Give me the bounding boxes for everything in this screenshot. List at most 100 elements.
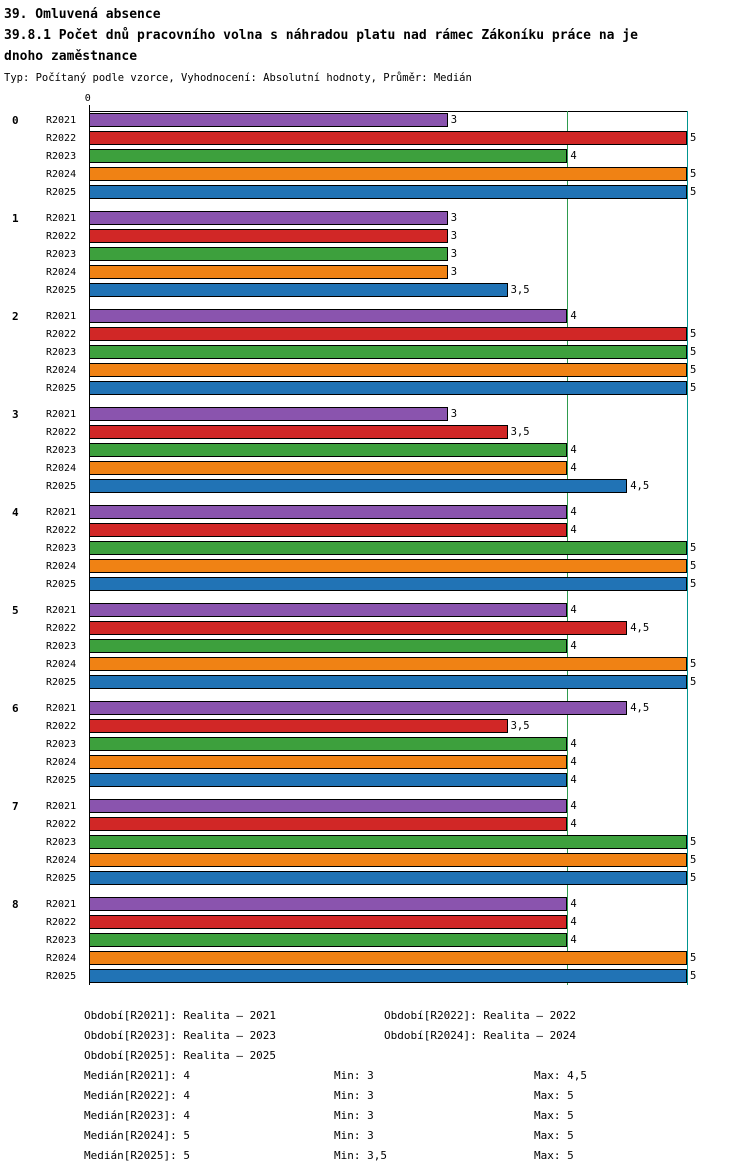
series-label: R2021 [46, 408, 77, 420]
bar-value-label: 4,5 [630, 622, 650, 634]
bar-value-label: 5 [690, 132, 697, 144]
bar-R2025 [89, 577, 687, 591]
stats-row-r2023: Medián[R2023]: 4 Min: 3 Max: 5 [84, 1105, 744, 1125]
bar-value-label: 3 [450, 266, 458, 278]
series-label: R2025 [46, 578, 77, 590]
bar-value-label: 4 [570, 640, 577, 652]
bar-row: R2022 3,5 [4, 717, 744, 735]
bar-row: R2022 4 [4, 815, 744, 833]
bar-value-label: 3 [450, 212, 458, 224]
bar-value-label: 3 [450, 408, 458, 420]
bar-R2023 [89, 443, 568, 457]
bar-R2021 [89, 505, 568, 519]
bar-value-label: 5 [690, 952, 697, 964]
bar-R2025 [89, 479, 628, 493]
bar-value-label: 4,5 [630, 702, 650, 714]
bar-value-label: 4 [570, 774, 577, 786]
bar-row: R2023 4 [4, 735, 744, 753]
bar-group-7: 7 R2021 4 R2022 4 R2023 5 R2024 5 R2025 5 [4, 797, 744, 887]
series-label: R2022 [46, 622, 77, 634]
stat-median: Medián[R2025]: 5 [84, 1148, 190, 1162]
bar-track: 5 [89, 167, 696, 181]
legend-item-r2023: Období[R2023]: Realita – 2023 [84, 1028, 277, 1042]
bar-row: R2023 4 [4, 441, 744, 459]
series-label: R2024 [46, 658, 77, 670]
series-label: R2022 [46, 720, 77, 732]
bar-track: 4 [89, 309, 687, 323]
bar-R2022 [89, 523, 568, 537]
bar-track: 3 [89, 113, 687, 127]
bar-track: 4 [89, 755, 687, 769]
bar-value-label: 5 [690, 836, 697, 848]
group-label: 3 [12, 407, 19, 421]
bar-value-label: 3,5 [510, 426, 530, 438]
bar-R2025 [89, 773, 568, 787]
series-label: R2021 [46, 800, 77, 812]
bar-R2025 [89, 675, 687, 689]
bar-row: 4 R2021 4 [4, 503, 744, 521]
bar-R2022 [89, 229, 448, 243]
bar-group-2: 2 R2021 4 R2022 5 R2023 5 R2024 5 R2025 5 [4, 307, 744, 397]
bar-track: 4 [89, 799, 687, 813]
bar-R2021 [89, 309, 568, 323]
bar-R2024 [89, 951, 687, 965]
series-label: R2021 [46, 212, 77, 224]
bar-value-label: 4 [570, 444, 577, 456]
series-label: R2024 [46, 952, 77, 964]
bar-R2023 [89, 247, 448, 261]
group-label: 0 [12, 113, 19, 127]
bar-value-label: 4 [570, 150, 577, 162]
bar-row: R2023 5 [4, 539, 744, 557]
bar-row: R2022 3,5 [4, 423, 744, 441]
bar-value-label: 3 [450, 230, 458, 242]
bar-track: 4 [89, 773, 687, 787]
bar-R2024 [89, 461, 568, 475]
bar-R2024 [89, 265, 448, 279]
stats-row-r2022: Medián[R2022]: 4 Min: 3 Max: 5 [84, 1085, 744, 1105]
bar-chart: 0 R2021 3 R2022 5 R2023 4 R2024 5 R2025 5 1 R2021 3 R2… [4, 111, 744, 985]
bar-row: R2022 5 [4, 325, 744, 343]
series-label: R2023 [46, 346, 77, 358]
bar-row: R2022 4 [4, 913, 744, 931]
legend-row: Období[R2021]: Realita – 2021 Období[R20… [84, 1005, 744, 1025]
series-label: R2021 [46, 702, 77, 714]
bar-row: R2025 5 [4, 967, 744, 985]
gridline-5 [687, 111, 688, 985]
bar-row: 0 R2021 3 [4, 111, 744, 129]
bar-value-label: 5 [690, 676, 697, 688]
bar-track: 4,5 [89, 621, 687, 635]
bar-row: R2023 4 [4, 147, 744, 165]
bar-value-label: 5 [690, 186, 697, 198]
bar-value-label: 4 [570, 462, 577, 474]
bar-R2024 [89, 363, 687, 377]
stat-min: Min: 3 [334, 1128, 374, 1142]
bar-value-label: 4 [570, 310, 577, 322]
series-label: R2023 [46, 934, 77, 946]
stat-median: Medián[R2024]: 5 [84, 1128, 190, 1142]
stat-min: Min: 3 [334, 1088, 374, 1102]
stat-median: Medián[R2021]: 4 [84, 1068, 190, 1082]
stats-row-r2021: Medián[R2021]: 4 Min: 3 Max: 4,5 [84, 1065, 744, 1085]
chart-title-line1: 39.8.1 Počet dnů pracovního volna s náhr… [4, 28, 638, 43]
bar-R2022 [89, 425, 508, 439]
series-label: R2025 [46, 676, 77, 688]
stat-max: Max: 5 [534, 1108, 574, 1122]
stat-median: Medián[R2022]: 4 [84, 1088, 190, 1102]
group-label: 8 [12, 897, 19, 911]
bar-track: 3 [89, 247, 687, 261]
bar-row: R2023 4 [4, 931, 744, 949]
bar-R2022 [89, 131, 687, 145]
bar-value-label: 5 [690, 578, 697, 590]
bar-row: 6 R2021 4,5 [4, 699, 744, 717]
series-label: R2023 [46, 836, 77, 848]
bar-value-label: 5 [690, 560, 697, 572]
bar-track: 5 [89, 559, 696, 573]
stat-min: Min: 3 [334, 1068, 374, 1082]
series-label: R2023 [46, 640, 77, 652]
bar-row: R2025 5 [4, 869, 744, 887]
bar-track: 4 [89, 915, 687, 929]
bar-row: R2024 5 [4, 361, 744, 379]
bar-row: R2022 3 [4, 227, 744, 245]
bar-track: 3,5 [89, 719, 687, 733]
bar-R2022 [89, 327, 687, 341]
